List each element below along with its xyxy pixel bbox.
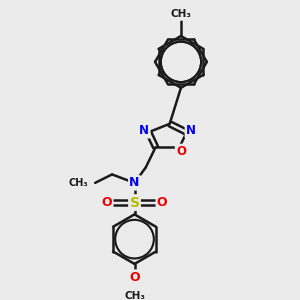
Text: O: O — [176, 145, 186, 158]
Text: S: S — [130, 196, 140, 210]
Text: O: O — [102, 196, 112, 209]
Text: O: O — [129, 271, 140, 284]
Text: N: N — [186, 124, 196, 137]
Text: CH₃: CH₃ — [124, 291, 145, 300]
Text: O: O — [157, 196, 167, 209]
Text: CH₃: CH₃ — [68, 178, 88, 188]
Text: CH₃: CH₃ — [170, 9, 191, 19]
Text: N: N — [129, 176, 140, 189]
Text: N: N — [140, 124, 149, 137]
